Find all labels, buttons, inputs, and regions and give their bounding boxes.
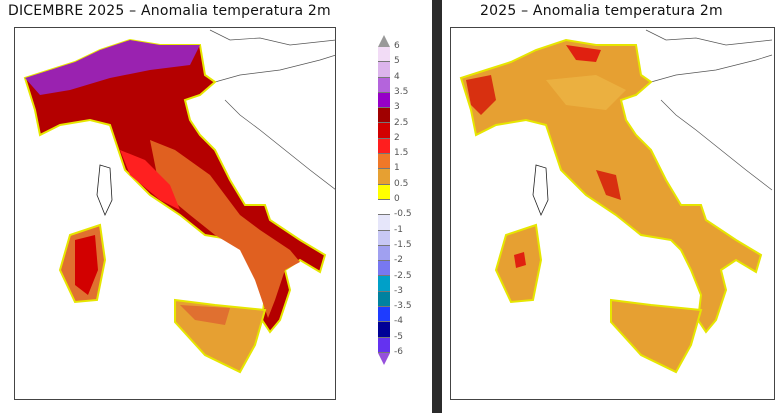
- legend-tick-label: 2: [394, 132, 400, 143]
- legend-tick-label: 4: [394, 71, 400, 82]
- coastline-outline: [209, 29, 336, 191]
- red-central-area: [596, 170, 621, 200]
- legend-top-arrow: [378, 35, 390, 47]
- legend-tick-label: -0.5: [394, 209, 412, 220]
- legend-tick-label: -1.5: [394, 239, 412, 250]
- sardinia-red-spot: [514, 252, 526, 268]
- legend-bottom-arrow: [378, 352, 390, 365]
- legend-bin: [378, 138, 390, 155]
- legend-tick-label: 2.5: [394, 117, 409, 128]
- legend-tick-label: -4: [394, 316, 403, 327]
- sicily-orange-area: [180, 305, 230, 325]
- legend-tick-label: 6: [394, 41, 400, 51]
- coastline-outline: [645, 29, 773, 191]
- legend-tick-label: 1: [394, 163, 400, 174]
- purple-alps-area: [25, 40, 200, 95]
- legend-tick-label: -5: [394, 331, 403, 342]
- red-alps-area: [566, 45, 601, 62]
- sicily: [610, 299, 702, 373]
- legend-tick-label: 0.5: [394, 178, 409, 189]
- legend-bin: [378, 307, 390, 323]
- legend-bin: [378, 169, 390, 185]
- corsica-outline: [532, 164, 549, 216]
- legend-tick-label: -3.5: [394, 301, 412, 312]
- red-piemonte-area: [466, 75, 496, 115]
- legend-tick-label: -1: [394, 224, 403, 235]
- corsica-outline: [96, 164, 113, 216]
- legend-tick-label: 0: [394, 194, 400, 204]
- legend-tick-label: -6: [394, 347, 403, 357]
- legend-tick-label: 3: [394, 102, 400, 113]
- legend-bin: [378, 322, 390, 338]
- left-map-title: DICEMBRE 2025 – Anomalia temperatura 2m: [8, 3, 331, 19]
- color-legend: 6 5 4 3.5 3 2.5 2 1.5 1 0.5 0 -0.5 -1 -1.5 -2 -2.5 -3 -3.…: [378, 35, 412, 365]
- legend-tick-label: 3.5: [394, 86, 409, 97]
- panel-divider: [432, 0, 442, 413]
- legend-bin: [378, 291, 390, 308]
- legend-tick-label: -2.5: [394, 270, 412, 281]
- legend-bin: [378, 230, 390, 246]
- legend-bin: [378, 276, 390, 292]
- right-map-title: 2025 – Anomalia temperatura 2m: [480, 3, 723, 19]
- legend-bin: [378, 184, 390, 200]
- legend-bin: [378, 199, 390, 216]
- legend-bin: [378, 47, 390, 63]
- legend-bin: [378, 77, 390, 93]
- legend-bin: [378, 108, 390, 124]
- legend-tick-label: 1.5: [394, 148, 409, 159]
- legend-tick-label: 5: [394, 56, 400, 67]
- left-map: [24, 29, 336, 373]
- legend-bin: [378, 245, 390, 262]
- legend-bin: [378, 62, 390, 78]
- legend-tick-label: -2: [394, 255, 403, 266]
- red-central-area: [120, 150, 180, 210]
- legend-tick-label: -3: [394, 285, 403, 296]
- yellow-po-area: [546, 75, 626, 110]
- legend-bin: [378, 154, 390, 170]
- sardinia-red-area: [75, 235, 98, 295]
- legend-bin: [378, 337, 390, 353]
- legend-bin: [378, 92, 390, 109]
- legend-bin: [378, 215, 390, 231]
- legend-bin: [378, 261, 390, 277]
- orange-south-area: [150, 140, 300, 318]
- right-map: [460, 29, 773, 373]
- legend-bin: [378, 123, 390, 139]
